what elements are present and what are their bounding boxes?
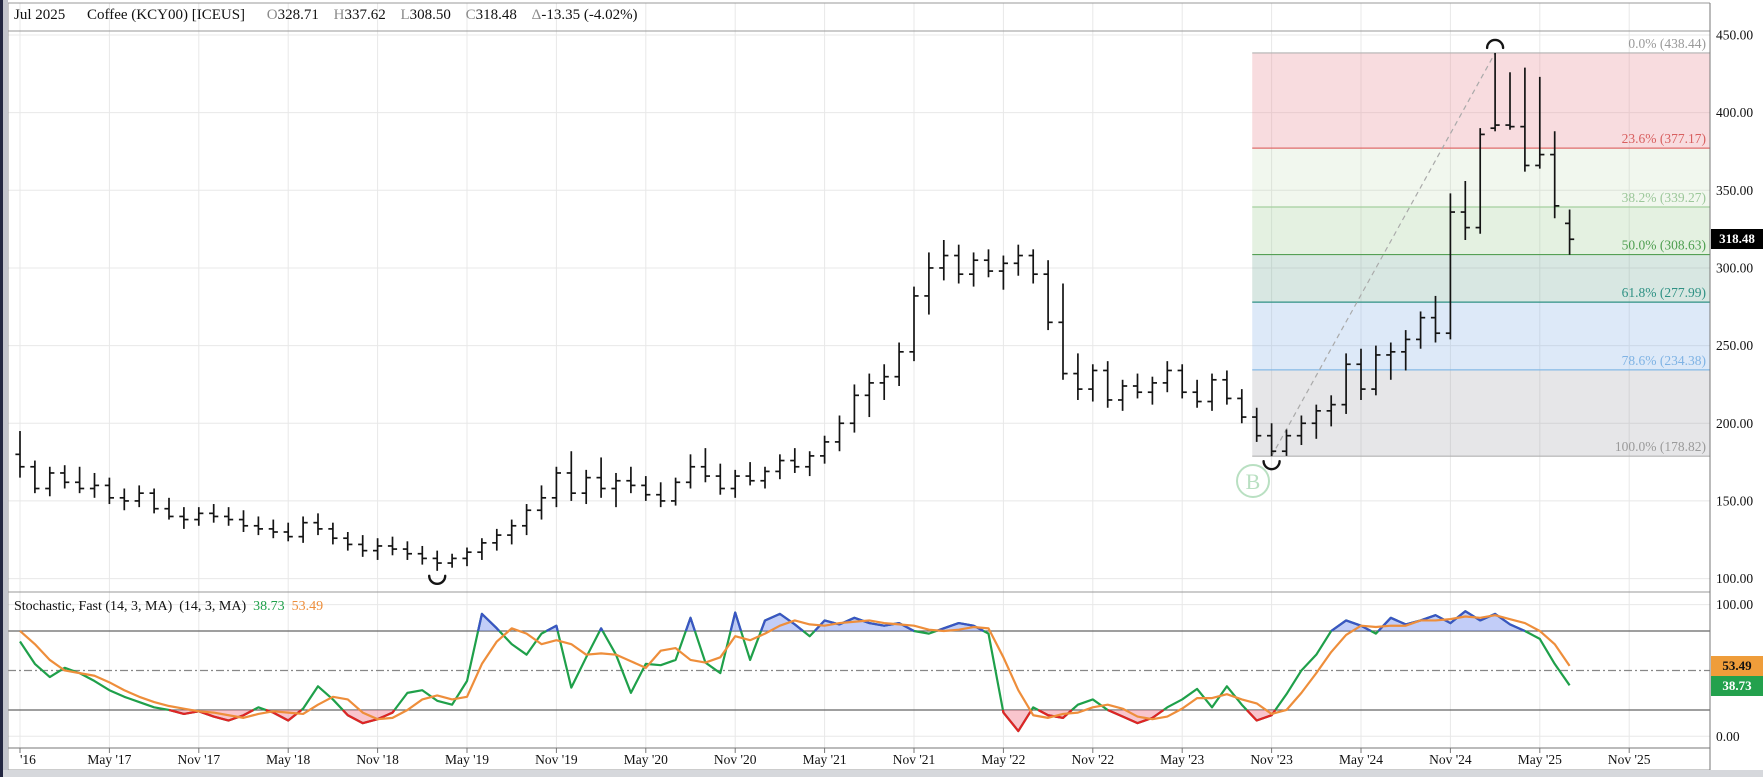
fibonacci-band xyxy=(1252,52,1710,149)
last-price-badge: 318.48 xyxy=(1711,229,1763,250)
x-axis-label: Nov '22 xyxy=(1072,752,1115,767)
k-line-overbought-segment xyxy=(759,612,804,632)
price-axis-label: 200.00 xyxy=(1716,416,1753,431)
window-left-edge xyxy=(0,0,3,777)
overbought-fill xyxy=(1378,611,1525,631)
x-axis-label: Nov '23 xyxy=(1250,752,1293,767)
stochastic-title: Stochastic, Fast (14, 3, MA) xyxy=(14,599,173,614)
chart-header: Jul 2025 Coffee (KCY00) [ICEUS] O328.71 … xyxy=(14,7,649,24)
x-axis-label: May '19 xyxy=(445,752,489,767)
x-axis-label: May '17 xyxy=(87,752,131,767)
barchart-logo-watermark xyxy=(1236,464,1270,498)
fibonacci-level-label: 50.0% (308.63) xyxy=(1622,238,1706,253)
stochastic-d-badge: 53.49 xyxy=(1711,655,1763,676)
x-axis-label: Nov '19 xyxy=(535,752,578,767)
k-line-oversold-segment xyxy=(1107,708,1165,725)
x-axis-label: May '24 xyxy=(1339,752,1383,767)
stochastic-study-label: Stochastic, Fast (14, 3, MA) (14, 3, MA)… xyxy=(14,599,323,615)
x-axis-label: Nov '21 xyxy=(893,752,936,767)
overbought-fill xyxy=(1331,620,1371,631)
window-bottom-edge xyxy=(0,770,1763,777)
k-line-overbought-segment xyxy=(598,627,604,632)
change-value: Δ-13.35 (-4.02%) xyxy=(531,7,638,23)
fibonacci-band xyxy=(1252,302,1710,370)
x-axis-label: May '23 xyxy=(1160,752,1204,767)
swing-low-marker xyxy=(1262,459,1281,471)
fibonacci-trendline xyxy=(1271,52,1496,457)
instrument-label: Coffee (KCY00) [ICEUS] xyxy=(87,7,246,23)
price-axis-label: 100.00 xyxy=(1716,571,1753,586)
swing-high-marker xyxy=(1485,38,1505,50)
k-line-overbought-segment xyxy=(1330,619,1372,632)
stochastic-axis-label: 100.00 xyxy=(1716,597,1753,612)
fibonacci-level-label: 0.0% (438.44) xyxy=(1628,36,1706,51)
fibonacci-band xyxy=(1252,148,1710,207)
x-axis-label: May '18 xyxy=(266,752,310,767)
stochastic-d-value: 53.49 xyxy=(291,599,324,614)
k-line-overbought-segment xyxy=(545,624,559,632)
close-value: C318.48 xyxy=(465,7,517,23)
price-axis-label: 150.00 xyxy=(1716,493,1753,508)
low-value: L308.50 xyxy=(400,7,451,23)
k-line-oversold-segment xyxy=(342,709,396,725)
k-line-overbought-segment xyxy=(729,611,743,632)
x-axis-label: May '25 xyxy=(1518,752,1562,767)
fibonacci-band xyxy=(1252,206,1710,255)
k-line-overbought-segment xyxy=(477,612,501,632)
stochastic-ma-params: (14, 3, MA) xyxy=(179,599,247,614)
fibonacci-level-label: 23.6% (377.17) xyxy=(1622,131,1706,146)
oversold-fill xyxy=(1038,709,1072,718)
x-axis-label: Nov '17 xyxy=(178,752,221,767)
stochastic-k-value: 38.73 xyxy=(253,599,285,614)
price-axis-label: 300.00 xyxy=(1716,260,1753,275)
fibonacci-level-label: 78.6% (234.38) xyxy=(1622,353,1706,368)
x-axis-label: May '21 xyxy=(803,752,847,767)
x-axis-label: Nov '20 xyxy=(714,752,757,767)
price-axis-label: 400.00 xyxy=(1716,105,1753,120)
price-axis-label: 250.00 xyxy=(1716,338,1753,353)
x-axis-label: '16 xyxy=(20,752,36,767)
fibonacci-level-label: 61.8% (277.99) xyxy=(1622,285,1706,300)
oversold-fill xyxy=(342,709,395,724)
fibonacci-band xyxy=(1252,369,1710,457)
x-axis-label: Nov '24 xyxy=(1429,752,1472,767)
oversold-fill xyxy=(1002,709,1032,732)
panel-left-border xyxy=(3,0,8,777)
stochastic-axis-label: 0.00 xyxy=(1716,729,1740,744)
k-line-overbought-segment xyxy=(684,616,696,632)
fibonacci-level-label: 100.0% (178.82) xyxy=(1615,439,1706,454)
fibonacci-level-label: 38.2% (339.27) xyxy=(1622,190,1706,205)
swing-low-marker xyxy=(428,574,447,585)
stochastic-d-line xyxy=(19,614,1571,721)
price-axis-label: 450.00 xyxy=(1716,28,1753,43)
overbought-fill xyxy=(936,623,984,631)
open-value: O328.71 xyxy=(266,7,319,23)
barchart-logo-letter: B xyxy=(1246,469,1261,494)
fibonacci-band xyxy=(1252,254,1710,303)
k-line-oversold-segment xyxy=(168,708,254,722)
x-axis-label: May '22 xyxy=(981,752,1025,767)
k-line-oversold-segment xyxy=(1001,709,1033,733)
x-axis-label: Nov '18 xyxy=(356,752,399,767)
x-axis-label: Nov '25 xyxy=(1608,752,1651,767)
high-value: H337.62 xyxy=(333,7,386,23)
contract-label: Jul 2025 xyxy=(14,7,66,23)
stochastic-k-badge: 38.73 xyxy=(1711,676,1763,697)
overbought-fill xyxy=(814,617,914,631)
price-axis-label: 350.00 xyxy=(1716,183,1753,198)
x-axis-label: May '20 xyxy=(624,752,668,767)
